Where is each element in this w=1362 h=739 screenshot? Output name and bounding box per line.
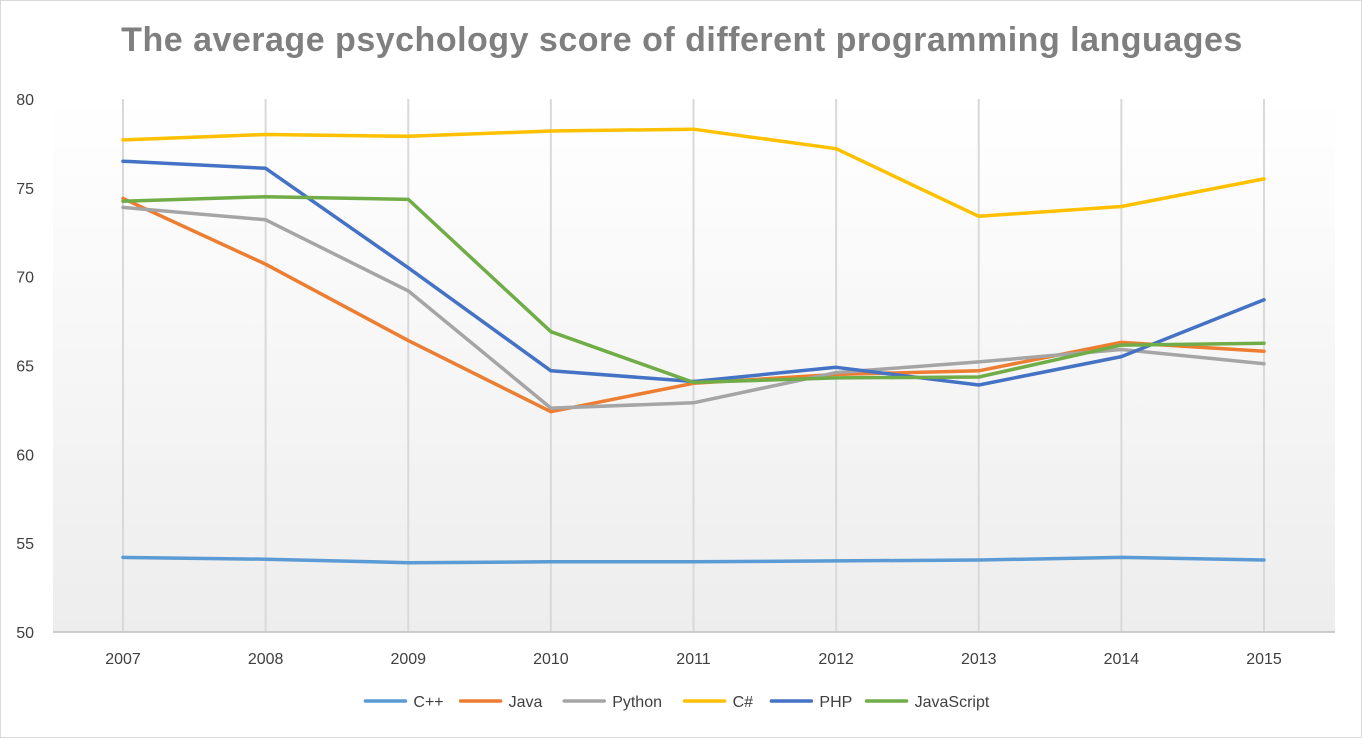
x-tick-label: 2014 xyxy=(1104,651,1140,668)
x-tick-label: 2007 xyxy=(105,651,141,668)
series-layer xyxy=(121,127,1266,565)
y-tick-label: 75 xyxy=(16,181,34,198)
y-tick-label: 80 xyxy=(16,92,34,109)
y-tick-label: 65 xyxy=(16,359,34,376)
legend-label-cplusplus: C++ xyxy=(413,694,443,711)
series-line-csharp xyxy=(121,127,1266,219)
grid-layer xyxy=(122,99,1265,632)
y-tick-label: 70 xyxy=(16,270,34,287)
legend: C++ Java Python C# PHP JavaScript xyxy=(363,694,990,711)
chart-title: The average psychology score of differen… xyxy=(121,21,1243,59)
x-tick-label: 2012 xyxy=(818,651,854,668)
x-tick-label: 2011 xyxy=(676,651,711,668)
x-tick-label: 2015 xyxy=(1246,651,1282,668)
x-tick-label: 2010 xyxy=(533,651,569,668)
axis-layer: 2007 2008 2009 2010 2011 2012 2013 2014 2015 50 55… xyxy=(16,92,1335,668)
legend-label-php: PHP xyxy=(819,694,852,711)
series-line-python xyxy=(121,205,1266,410)
legend-label-python: Python xyxy=(612,694,662,711)
series-line-javascript xyxy=(121,194,1266,385)
x-tick-label: 2013 xyxy=(961,651,997,668)
y-tick-label: 50 xyxy=(16,625,34,642)
series-line-cplusplus xyxy=(121,555,1266,565)
x-tick-label: 2008 xyxy=(248,651,284,668)
x-tick-label: 2009 xyxy=(390,651,426,668)
y-tick-label: 55 xyxy=(16,536,34,553)
legend-label-javascript: JavaScript xyxy=(915,694,990,711)
y-tick-label: 60 xyxy=(16,447,34,464)
legend-label-java: Java xyxy=(509,694,543,711)
legend-label-csharp: C# xyxy=(733,694,754,711)
